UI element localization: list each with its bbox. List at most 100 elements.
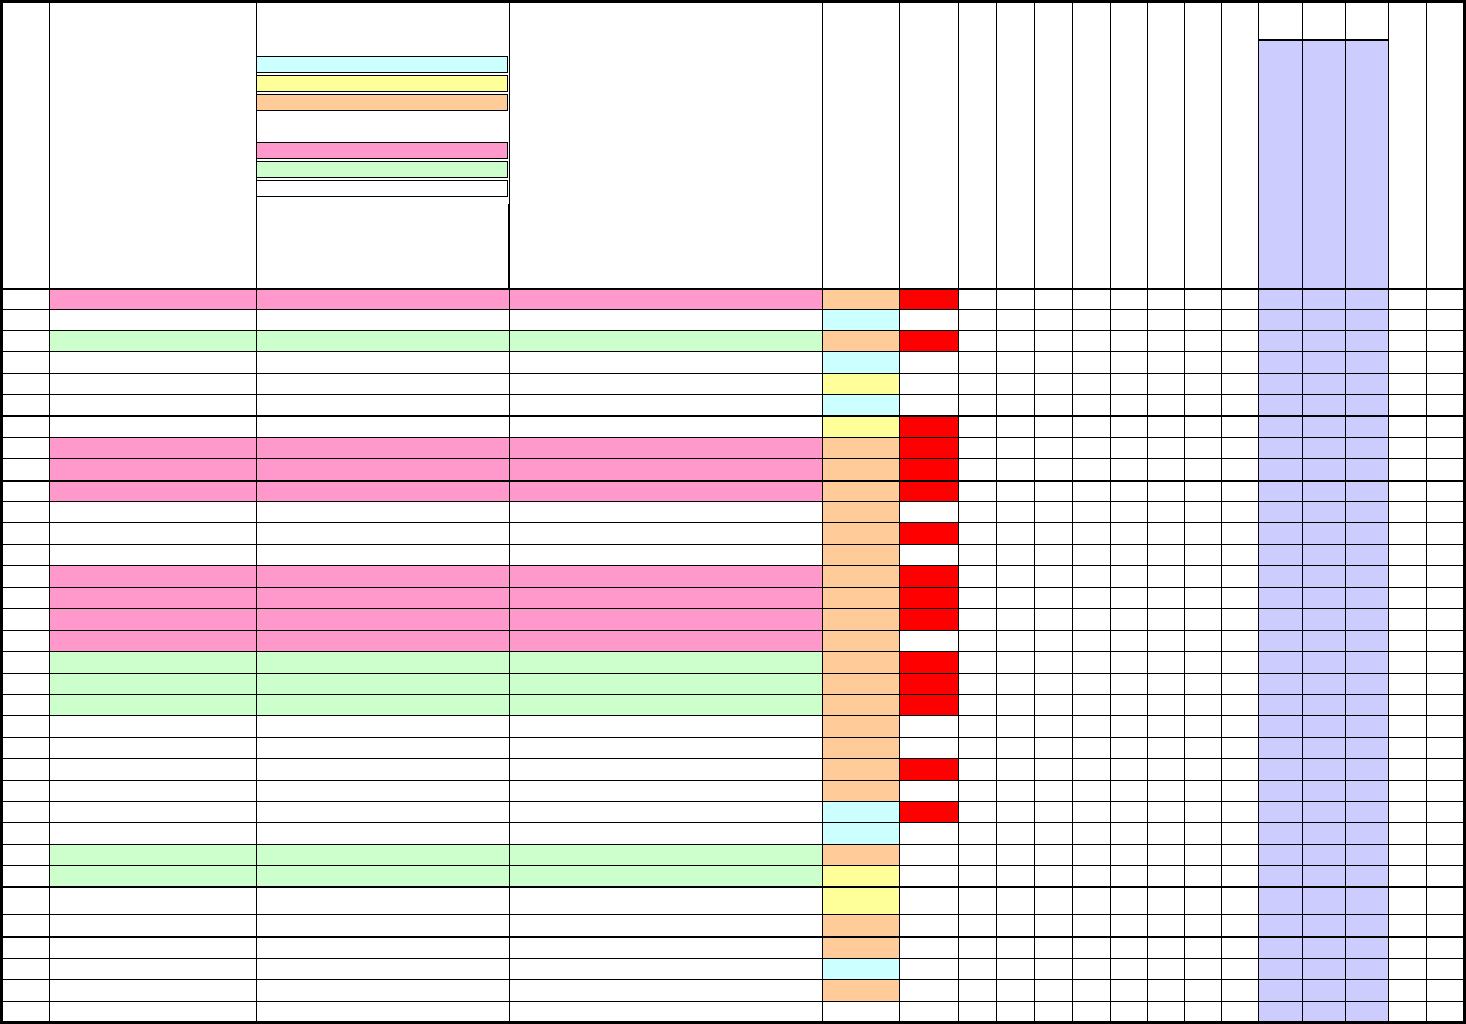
category-cell (822, 651, 899, 673)
legend-swatch-cyan (256, 56, 508, 73)
column-divider (1302, 0, 1303, 1024)
column-divider (1345, 0, 1346, 1024)
row-divider (0, 979, 1466, 980)
category-cell (822, 309, 899, 330)
row-divider (0, 480, 1466, 482)
row-divider (0, 437, 1466, 438)
legend-swatch-orange (256, 94, 508, 111)
column-divider (1426, 0, 1427, 1024)
legend-swatch-pink (256, 142, 508, 159)
category-cell (822, 373, 899, 394)
category-cell (822, 288, 899, 309)
lavender-columns-fill (1258, 40, 1388, 1024)
row-divider (0, 394, 1466, 395)
row-divider (0, 587, 1466, 588)
category-cell (822, 914, 899, 936)
row-divider (0, 501, 1466, 502)
category-cell (822, 865, 899, 886)
row-band-pink (49, 608, 822, 630)
row-band-green (49, 844, 822, 865)
flag-cell (899, 758, 958, 780)
category-cell (822, 394, 899, 415)
row-divider (0, 886, 1466, 888)
row-band-pink (49, 630, 822, 651)
column-divider (822, 0, 823, 1024)
flag-cell (899, 694, 958, 715)
category-cell (822, 608, 899, 630)
row-band-green (49, 651, 822, 673)
row-band-pink (49, 437, 822, 458)
legend-guide-right (508, 204, 509, 288)
category-cell (822, 630, 899, 651)
row-divider (0, 936, 1466, 938)
flag-cell (899, 480, 958, 501)
category-cell (822, 415, 899, 437)
category-cell (822, 822, 899, 844)
row-divider (0, 801, 1466, 802)
category-cell (822, 958, 899, 979)
category-cell (822, 801, 899, 822)
row-divider (0, 288, 1466, 290)
row-divider (0, 694, 1466, 695)
flag-cell (899, 587, 958, 608)
row-divider (0, 373, 1466, 374)
category-cell (822, 458, 899, 480)
flag-cell (899, 330, 958, 351)
row-divider (0, 630, 1466, 631)
column-divider (1184, 0, 1185, 1024)
category-cell (822, 437, 899, 458)
category-cell (822, 758, 899, 780)
legend-swatch-yellow (256, 75, 508, 92)
row-divider (0, 822, 1466, 823)
flag-cell (899, 801, 958, 822)
category-cell (822, 544, 899, 565)
column-divider (509, 0, 510, 1024)
row-divider (0, 544, 1466, 545)
category-cell (822, 715, 899, 737)
category-cell (822, 351, 899, 373)
category-cell (822, 480, 899, 501)
column-divider (1110, 0, 1111, 1024)
column-divider (1221, 0, 1222, 1024)
row-divider (0, 715, 1466, 716)
category-cell (822, 522, 899, 544)
flag-cell (899, 673, 958, 694)
column-divider (899, 0, 900, 1024)
column-divider (256, 0, 257, 1024)
row-band-green (49, 865, 822, 886)
row-divider (0, 914, 1466, 915)
row-divider (0, 673, 1466, 674)
category-cell (822, 565, 899, 587)
row-band-pink (49, 288, 822, 309)
row-band-green (49, 673, 822, 694)
row-band-pink (49, 458, 822, 480)
row-band-pink (49, 587, 822, 608)
flag-cell (899, 437, 958, 458)
category-cell (822, 886, 899, 914)
category-cell (822, 694, 899, 715)
flag-cell (899, 608, 958, 630)
category-cell (822, 330, 899, 351)
flag-cell (899, 288, 958, 309)
row-divider (0, 958, 1466, 959)
row-band-green (49, 330, 822, 351)
column-divider (1388, 0, 1389, 1024)
row-divider (0, 458, 1466, 459)
category-cell (822, 501, 899, 522)
category-cell (822, 737, 899, 758)
row-divider (0, 565, 1466, 566)
legend-swatch-green (256, 161, 508, 178)
row-divider (0, 780, 1466, 781)
column-divider (958, 0, 959, 1024)
column-divider (996, 0, 997, 1024)
row-divider (0, 737, 1466, 738)
category-cell (822, 979, 899, 1001)
row-divider (0, 651, 1466, 652)
legend-swatch-white (256, 180, 508, 197)
row-divider (0, 309, 1466, 310)
column-divider (49, 0, 50, 1024)
category-cell (822, 587, 899, 608)
column-divider (1258, 0, 1259, 1024)
row-divider (0, 758, 1466, 759)
